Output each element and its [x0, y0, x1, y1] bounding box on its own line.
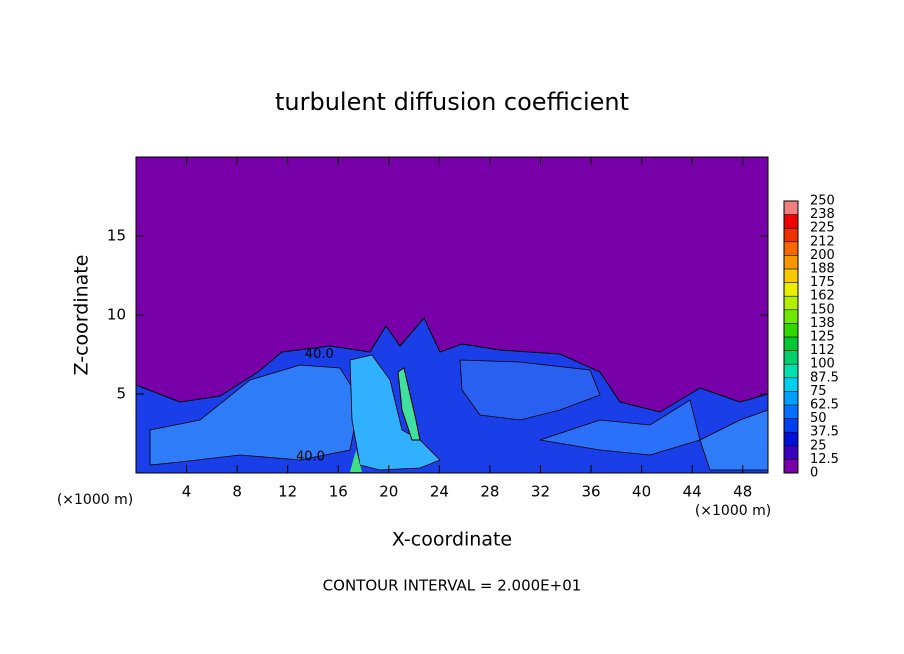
x-tick-label: 8	[232, 483, 242, 501]
x-tick-label: 36	[581, 483, 600, 501]
colorbar-segment	[784, 445, 798, 460]
colorbar-segment	[784, 309, 798, 324]
colorbar-label: 0	[810, 466, 818, 481]
colorbar-label: 225	[810, 221, 835, 236]
colorbar-segment	[784, 269, 798, 283]
x-tick-label: 32	[531, 483, 550, 501]
colorbar-segment	[784, 201, 798, 215]
y-tick-label: 15	[107, 227, 126, 245]
x-tick-label: 20	[379, 483, 398, 501]
x-unit-label: (×1000 m)	[57, 492, 133, 508]
colorbar-label: 62.5	[810, 398, 839, 413]
colorbar-segment	[784, 214, 798, 229]
y-axis-label: Z-coordinate	[71, 255, 93, 376]
contour-label: 40.0	[296, 450, 325, 465]
colorbar-segment	[784, 405, 798, 419]
x-unit-label: (×1000 m)	[695, 503, 771, 519]
colorbar-segment	[784, 418, 798, 433]
colorbar-label: 250	[810, 194, 835, 209]
colorbar-label: 200	[810, 248, 835, 263]
colorbar-label: 188	[810, 262, 835, 277]
colorbar-label: 162	[810, 289, 835, 304]
colorbar-segment	[784, 228, 798, 242]
footer: CONTOUR INTERVAL = 2.000E+01	[323, 577, 582, 595]
colorbar-segment	[784, 282, 798, 297]
field-region	[350, 450, 362, 472]
colorbar-segment	[784, 377, 798, 392]
colorbar-label: 87.5	[810, 370, 839, 385]
field-region	[349, 354, 441, 471]
colorbar-segment	[784, 350, 798, 365]
y-tick-label: 5	[116, 385, 126, 403]
colorbar-segment	[784, 241, 798, 256]
colorbar-segment	[784, 323, 798, 337]
colorbar-label: 100	[810, 357, 835, 372]
colorbar-label: 150	[810, 302, 835, 317]
field-region	[459, 359, 601, 421]
colorbar-segment	[784, 255, 798, 269]
colorbar-segment	[784, 391, 798, 405]
y-tick-label: 10	[107, 306, 126, 324]
x-tick-label: 44	[683, 483, 702, 501]
field-region	[539, 399, 701, 456]
colorbar-segment	[784, 296, 798, 310]
chart-title: turbulent diffusion coefficient	[275, 88, 629, 116]
colorbar-segment	[784, 459, 798, 473]
contour-label: 40.0	[305, 347, 334, 362]
x-tick-label: 40	[632, 483, 651, 501]
x-tick-label: 12	[278, 483, 297, 501]
colorbar-label: 138	[810, 316, 835, 331]
field-region	[397, 367, 421, 441]
x-axis-label: X-coordinate	[392, 529, 512, 551]
x-tick-label: 24	[430, 483, 449, 501]
colorbar-label: 112	[810, 343, 835, 358]
colorbar-label: 37.5	[810, 425, 839, 440]
x-tick-label: 16	[329, 483, 348, 501]
colorbar-label: 75	[810, 384, 827, 399]
colorbar-label: 50	[810, 411, 827, 426]
colorbar-label: 25	[810, 438, 827, 453]
x-tick-label: 4	[182, 483, 192, 501]
colorbar-segment	[784, 364, 798, 378]
colorbar-label: 125	[810, 330, 835, 345]
x-tick-label: 28	[480, 483, 499, 501]
colorbar-label: 238	[810, 207, 835, 222]
colorbar-label: 175	[810, 275, 835, 290]
colorbar-segment	[784, 432, 798, 446]
x-tick-label: 48	[733, 483, 752, 501]
colorbar-label: 212	[810, 234, 835, 249]
colorbar-segment	[784, 337, 798, 351]
field	[135, 157, 769, 474]
colorbar-label: 12.5	[810, 452, 839, 467]
